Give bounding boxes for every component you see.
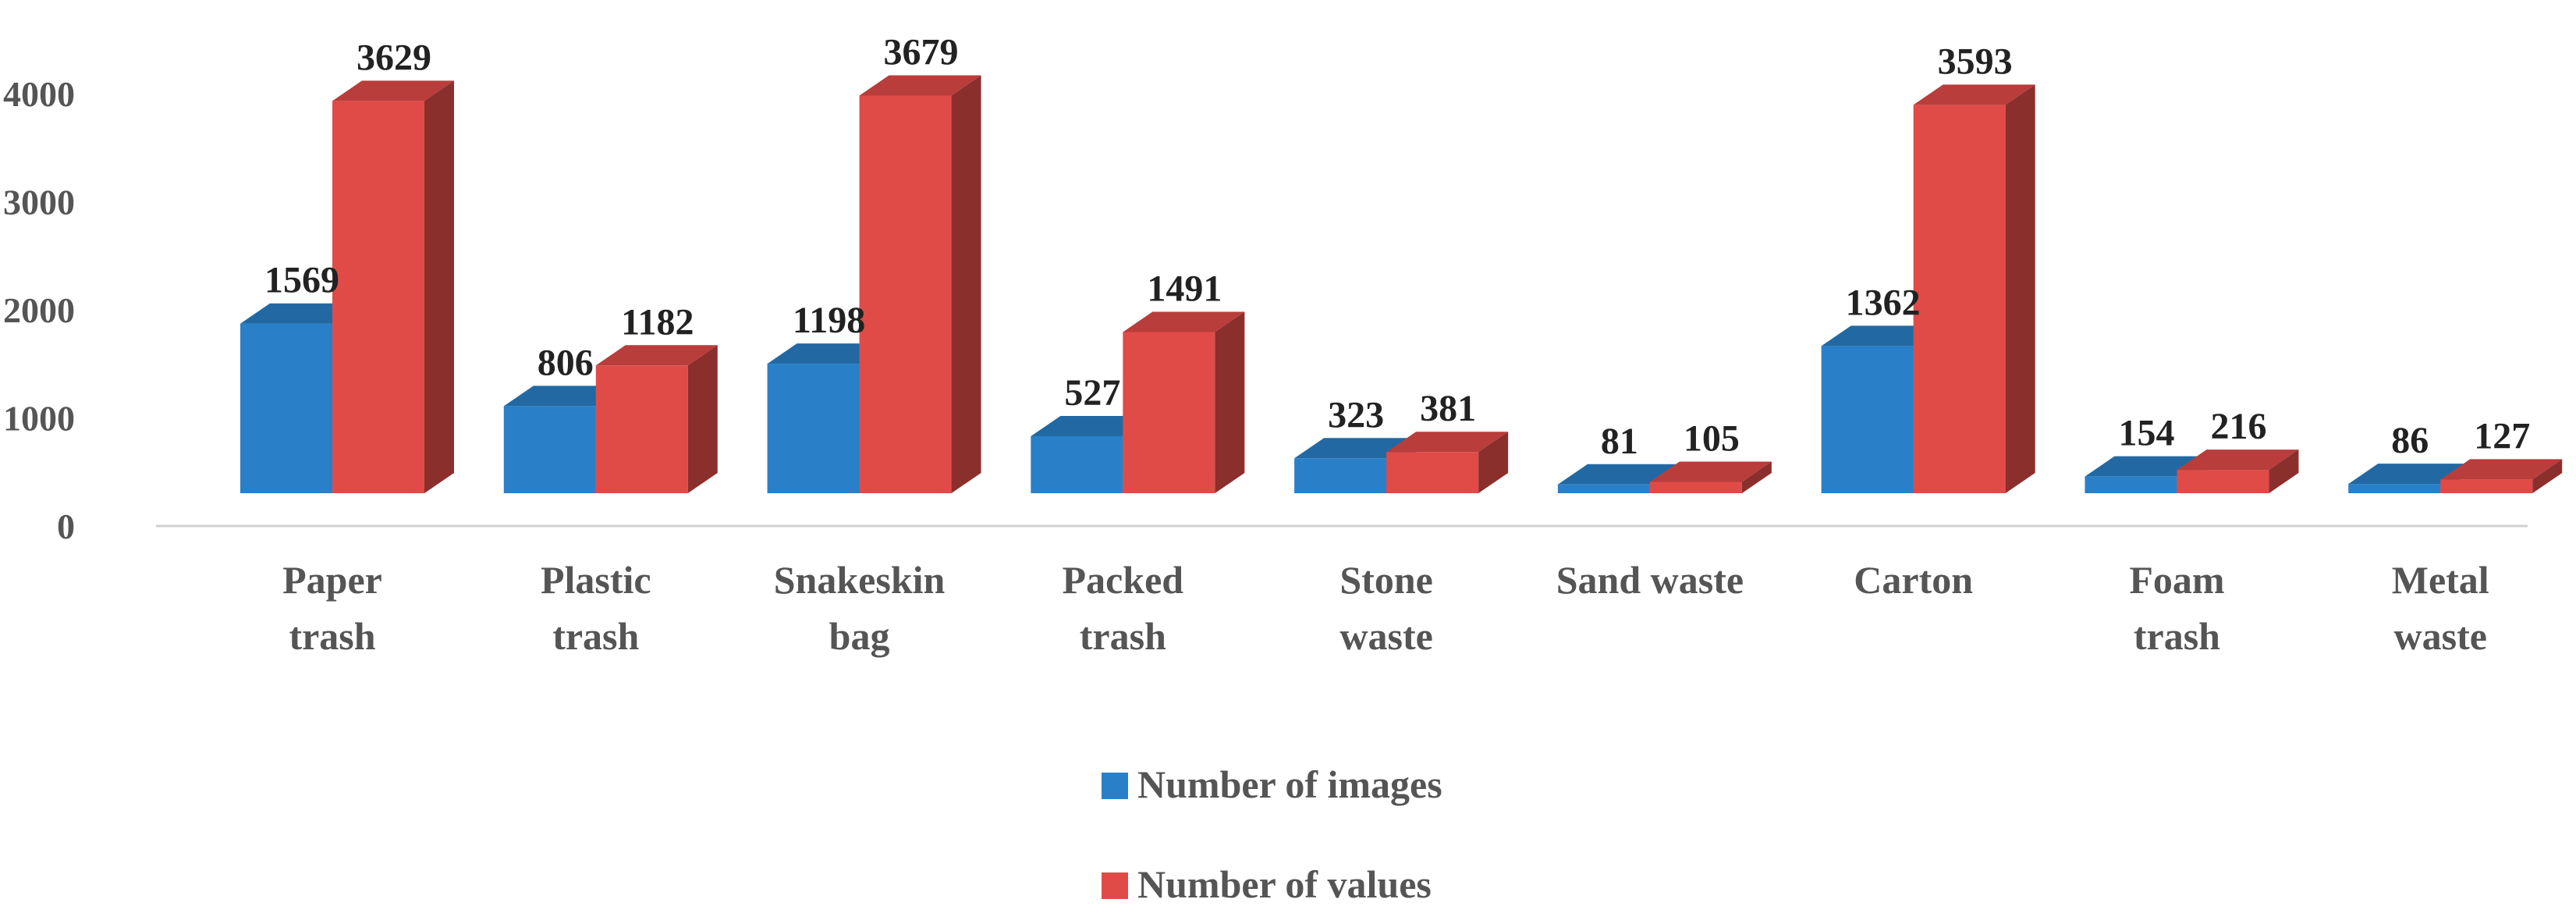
bar-side-face	[951, 75, 981, 494]
bar-top-face	[859, 75, 981, 96]
category-label: waste	[1339, 614, 1432, 658]
data-label: 381	[1420, 388, 1476, 429]
bar-top-face	[595, 345, 718, 366]
bar-top-face	[2348, 464, 2471, 485]
data-label: 1198	[793, 300, 865, 341]
bar-values	[1913, 105, 2006, 493]
data-label: 1569	[264, 260, 339, 301]
bar-side-face	[1478, 432, 1509, 493]
bar-images	[2085, 476, 2177, 493]
category-label: Sand waste	[1556, 558, 1744, 602]
bar-values	[2440, 479, 2533, 493]
bar-top-face	[240, 303, 362, 324]
category-label: Metal	[2392, 558, 2489, 602]
y-tick-label: 3000	[3, 183, 75, 222]
bar-side-face	[2005, 84, 2035, 493]
category-label: Paper	[282, 558, 382, 602]
category-label: Snakeskin	[774, 558, 946, 602]
bar-images	[1557, 484, 1650, 493]
bar-side-face	[1215, 311, 1245, 493]
bar-top-face	[1821, 325, 1943, 346]
category-label: waste	[2394, 614, 2487, 658]
category-label: Carton	[1854, 558, 1973, 602]
category-label: Plastic	[541, 558, 651, 602]
legend: Number of images Number of values	[1102, 762, 1442, 906]
y-tick-label: 2000	[3, 290, 75, 330]
data-label: 3629	[357, 37, 431, 78]
category-label: trash	[552, 614, 639, 658]
legend-label: Number of values	[1137, 862, 1432, 906]
bar-images	[1821, 346, 1914, 493]
axis-layer: 0 1000 2000 3000 4000 Paper trash Plastic trash S…	[3, 74, 2528, 658]
bar-top-face	[1031, 416, 1153, 437]
bar-side-face	[687, 345, 718, 493]
category-label: Packed	[1063, 558, 1184, 602]
bar-top-face	[2177, 450, 2299, 471]
bar-side-face	[2532, 459, 2563, 493]
legend-label: Number of images	[1137, 762, 1442, 806]
data-label: 86	[2391, 420, 2429, 461]
category-label: Stone	[1339, 558, 1432, 602]
y-tick-label: 0	[57, 506, 75, 546]
bar-values	[1123, 332, 1215, 493]
bar-top-face	[2440, 459, 2563, 480]
bar-images	[1031, 436, 1123, 493]
bar-values	[859, 95, 952, 493]
bar-top-face	[1123, 311, 1245, 332]
bar-images	[2348, 484, 2441, 493]
bar-layer	[240, 75, 2563, 494]
bar-side-face	[2269, 450, 2299, 493]
bar-images	[1294, 458, 1387, 493]
bar-side-face	[424, 80, 454, 494]
data-label: 154	[2118, 413, 2174, 454]
bar-top-face	[1557, 464, 1680, 485]
bar-images	[503, 406, 596, 493]
data-label: 806	[538, 342, 594, 383]
legend-swatch	[1102, 872, 1128, 899]
bar-top-face	[1649, 461, 1772, 482]
bar-top-face	[767, 343, 889, 364]
bar-top-face	[1386, 432, 1509, 453]
data-label: 1182	[621, 301, 694, 343]
bar-values	[332, 101, 424, 494]
y-tick-label: 4000	[3, 74, 75, 114]
data-label: 81	[1601, 421, 1638, 462]
category-label: trash	[1080, 614, 1166, 658]
category-label: bag	[829, 614, 890, 658]
bar-top-face	[2085, 456, 2207, 477]
bar-images	[240, 323, 332, 493]
data-label: 3593	[1938, 41, 2013, 82]
bar-top-face	[1294, 438, 1417, 459]
data-label: 323	[1328, 394, 1384, 435]
category-label: trash	[289, 614, 375, 658]
data-label: 216	[2210, 406, 2266, 447]
bar-top-face	[332, 80, 454, 101]
data-label: 527	[1064, 372, 1120, 414]
bar-values	[595, 365, 688, 493]
legend-swatch	[1102, 773, 1128, 799]
bar-images	[767, 364, 860, 493]
category-label: Foam	[2129, 558, 2224, 602]
bar-side-face	[1741, 461, 1772, 493]
bar-values	[1649, 482, 1742, 493]
bar-values	[2177, 470, 2269, 493]
label-layer: 1569 3629 806 1182 1198 3679 527 1491 323 381 81 10…	[264, 31, 2530, 461]
data-label: 1491	[1147, 268, 1222, 309]
data-label: 127	[2474, 415, 2530, 457]
category-label: trash	[2134, 614, 2220, 658]
bar-values	[1386, 452, 1479, 493]
data-label: 1362	[1846, 282, 1921, 323]
data-label: 105	[1684, 418, 1740, 459]
bar-top-face	[503, 386, 626, 407]
bar-top-face	[1913, 84, 2035, 105]
y-tick-label: 1000	[3, 399, 75, 439]
data-label: 3679	[884, 31, 959, 73]
